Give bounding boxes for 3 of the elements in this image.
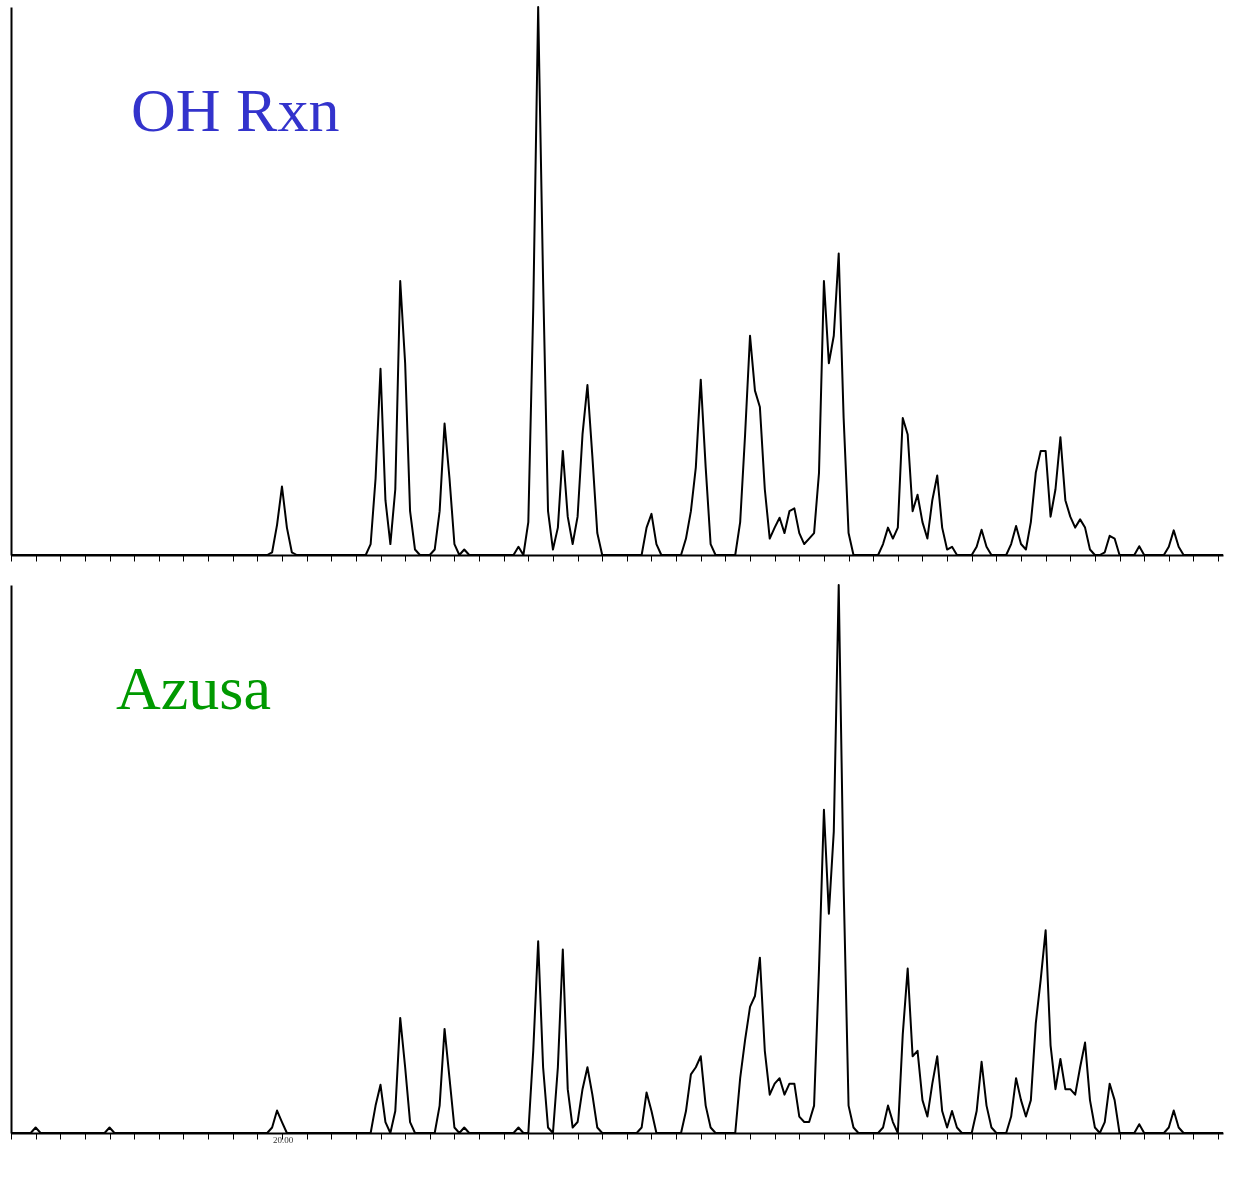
text: OH Rxn bbox=[131, 76, 340, 144]
text: Azusa bbox=[116, 654, 271, 722]
text: 20.00 bbox=[272, 1135, 294, 1145]
